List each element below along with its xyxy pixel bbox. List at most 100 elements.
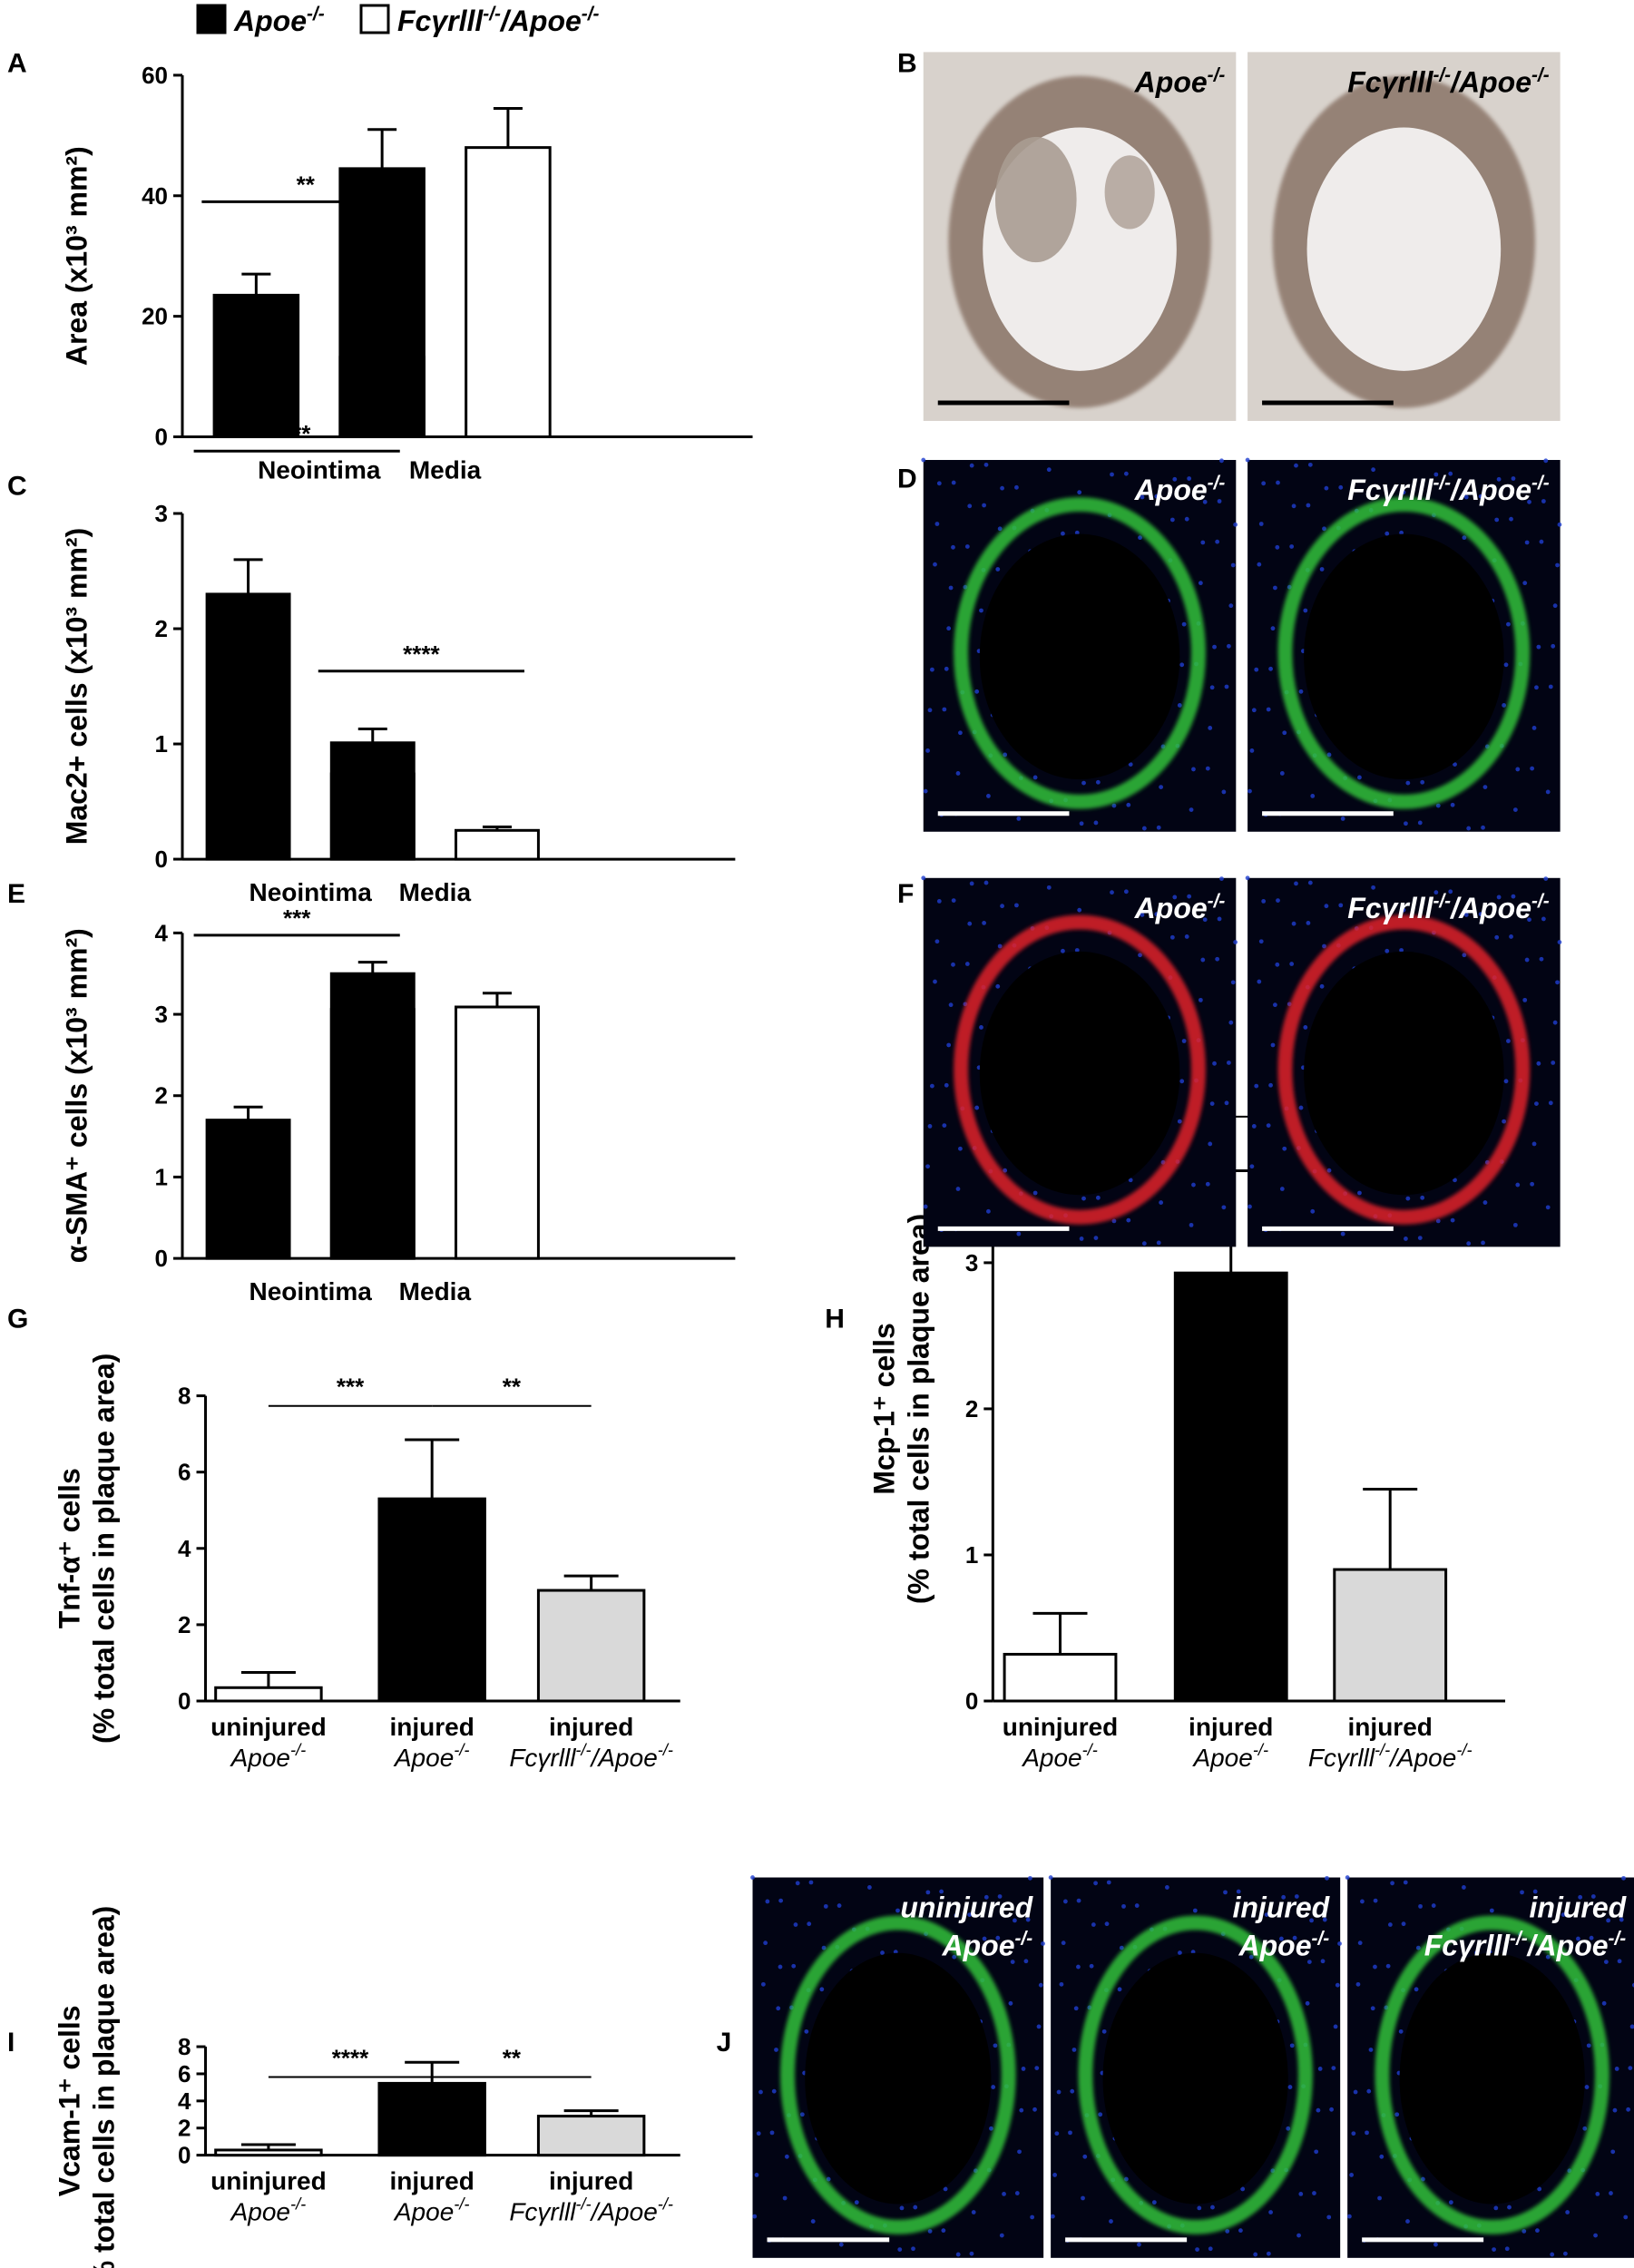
nucleus-dot	[1371, 885, 1375, 890]
y-tick-label: 4	[155, 919, 169, 946]
y-tick-label: 3	[965, 1249, 978, 1276]
nucleus-dot	[1306, 1960, 1312, 1965]
nucleus-dot	[1309, 1918, 1314, 1923]
nucleus-dot	[1357, 1941, 1363, 1946]
nucleus-dot	[1079, 821, 1084, 826]
nucleus-dot	[758, 2089, 763, 2095]
nucleus-dot	[776, 2006, 781, 2011]
nucleus-dot	[1221, 1205, 1227, 1210]
nucleus-dot	[1275, 544, 1280, 550]
micrograph-label-sup: -/-	[1208, 891, 1226, 912]
nucleus-dot	[1261, 481, 1267, 486]
nucleus-dot	[1431, 1903, 1436, 1908]
micrograph-panel-B: B Apoe-/-​ Fcγrlll-/-​/Apoe-/-​	[897, 49, 1561, 421]
micrograph-genotype: Apoe-/-​	[942, 1929, 1033, 1962]
nucleus-dot	[921, 457, 926, 463]
y-axis-label: Tnf-α⁺ cells	[54, 1468, 86, 1628]
nucleus-dot	[769, 2130, 775, 2136]
legend-label-fcgr-sup: -/-	[483, 4, 501, 24]
nucleus-dot	[1628, 2066, 1633, 2070]
micrograph-label-part: Fcγrlll	[1347, 474, 1433, 506]
nucleus-dot	[979, 608, 983, 613]
nucleus-dot	[1489, 1908, 1494, 1913]
nucleus-dot	[1109, 2219, 1113, 2224]
x-category-label: injured	[1348, 1713, 1433, 1741]
nucleus-dot	[1317, 2067, 1323, 2071]
nucleus-dot	[982, 920, 986, 925]
nucleus-dot	[1433, 890, 1439, 895]
nucleus-dot	[1502, 1119, 1507, 1124]
nucleus-dot	[1123, 889, 1129, 894]
nucleus-dot	[1276, 480, 1280, 485]
nucleus-dot	[1003, 1168, 1008, 1173]
micrograph-label-sup: -/-	[1433, 891, 1451, 912]
nucleus-dot	[1248, 1954, 1254, 1960]
nucleus-dot	[974, 689, 980, 694]
nucleus-dot	[1319, 983, 1325, 989]
nucleus-dot	[1394, 2112, 1400, 2117]
x-category-label: Neointima	[249, 878, 372, 906]
nucleus-dot	[1623, 2214, 1629, 2220]
micrograph-image: Fcγrlll-/-​/Apoe-/-​	[1245, 875, 1562, 1247]
nucleus-dot	[1403, 1880, 1408, 1885]
y-axis-label-2: (% total cells in plaque area)	[902, 1214, 934, 1604]
bar-neointima-0	[205, 1119, 291, 1260]
nucleus-dot	[1306, 920, 1311, 925]
nucleus-dot	[1506, 621, 1511, 627]
nucleus-dot	[897, 2247, 903, 2253]
nucleus-dot	[1172, 476, 1178, 482]
nucleus-dot	[967, 1912, 973, 1918]
nucleus-dot	[927, 2229, 933, 2234]
y-tick-label: 4	[178, 1535, 191, 1562]
nucleus-dot	[1002, 2191, 1006, 2196]
nucleus-dot	[1534, 1101, 1539, 1107]
nucleus-dot	[1405, 780, 1411, 786]
significance-label: ***	[337, 1374, 365, 1401]
nucleus-dot	[923, 788, 928, 794]
nucleus-dot	[1631, 1982, 1634, 1988]
nucleus-dot	[1281, 1894, 1287, 1900]
nucleus-dot	[1320, 1959, 1326, 1964]
panel-letter-I: I	[7, 2028, 15, 2058]
nucleus-dot	[1137, 2242, 1141, 2247]
nucleus-dot	[1619, 1917, 1624, 1922]
nucleus-dot	[1404, 821, 1408, 826]
nucleus-dot	[1399, 948, 1404, 953]
legend-label-fcgr-part: /Apoe	[499, 5, 582, 37]
nucleus-dot	[1555, 980, 1560, 985]
nucleus-dot	[1601, 2000, 1607, 2006]
x-category-label: Media	[399, 878, 472, 906]
y-tick-label: 8	[178, 1383, 191, 1410]
nucleus-dot	[1521, 2229, 1527, 2234]
nucleus-dot	[948, 1002, 954, 1008]
nucleus-dot	[791, 1963, 797, 1969]
y-tick-label: 6	[178, 1459, 191, 1486]
y-tick-label: 4	[178, 2087, 191, 2115]
nucleus-dot	[1177, 1119, 1182, 1124]
nucleus-dot	[986, 794, 991, 798]
x-category-genotype-part: Fcγrlll	[509, 1744, 576, 1772]
nucleus-dot	[1202, 499, 1208, 504]
y-tick-label: 2	[965, 1395, 978, 1422]
nucleus-dot	[1272, 585, 1277, 591]
nucleus-dot	[925, 1164, 930, 1169]
nucleus-dot	[1453, 762, 1457, 767]
nucleus-dot	[1179, 1079, 1185, 1084]
nucleus-dot	[1248, 788, 1252, 794]
x-category-label: injured	[549, 2167, 633, 2195]
micrograph-genotype: Fcγrlll-/-​/Apoe-/-​	[1424, 1929, 1627, 1962]
nucleus-dot	[1054, 2131, 1060, 2136]
nucleus-dot	[1524, 540, 1530, 545]
nucleus-dot	[964, 544, 970, 549]
x-category-genotype-sup: -/-	[575, 2195, 591, 2214]
panel-letter-J: J	[717, 2028, 732, 2058]
nucleus-dot	[1261, 899, 1267, 904]
nucleus-dot	[1025, 1917, 1031, 1922]
y-tick-label: 2	[155, 615, 168, 642]
nucleus-dot	[1478, 912, 1483, 917]
nucleus-dot	[1076, 1964, 1081, 1970]
nucleus-dot	[1541, 499, 1546, 503]
micrograph-genotype-sup: -/-	[1609, 1929, 1627, 1950]
nucleus-dot	[944, 666, 949, 671]
micrograph-genotype-part: Apoe	[942, 1930, 1015, 1962]
